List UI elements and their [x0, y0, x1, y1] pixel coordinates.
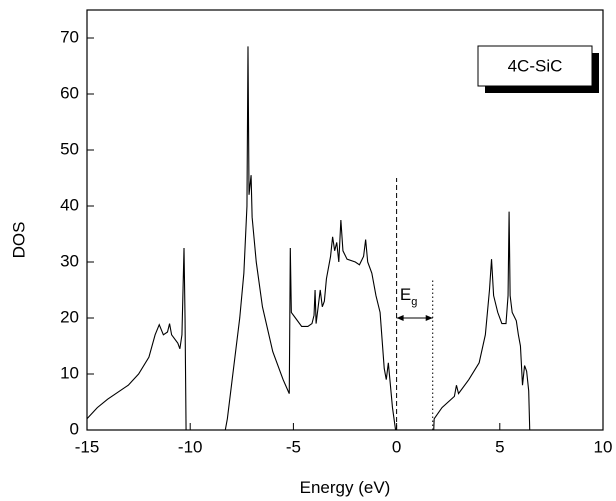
gap-label-sub: g: [411, 296, 417, 308]
y-tick-label: 40: [60, 195, 79, 214]
y-tick-label: 50: [60, 139, 79, 158]
plot-frame: [86, 9, 604, 431]
y-tick-label: 10: [60, 363, 79, 382]
arrow-head: [396, 315, 404, 321]
gap-label: Eg: [400, 285, 417, 308]
y-tick-label: 70: [60, 27, 79, 46]
gap-label-main: E: [400, 285, 411, 304]
x-tick-label: 0: [392, 437, 401, 456]
x-tick-label: -5: [286, 437, 301, 456]
x-axis-label: Energy (eV): [300, 478, 391, 497]
x-tick-label: -10: [178, 437, 203, 456]
x-tick-label: 10: [594, 437, 613, 456]
compound-label: 4C-SiC: [508, 56, 563, 75]
arrow-head: [425, 315, 433, 321]
y-tick-label: 30: [60, 251, 79, 270]
y-axis-label: DOS: [9, 222, 28, 259]
y-tick-label: 0: [70, 419, 79, 438]
label-box: [477, 45, 593, 87]
y-tick-label: 20: [60, 307, 79, 326]
dos-line: [86, 46, 531, 431]
y-tick-label: 60: [60, 83, 79, 102]
x-tick-label: 5: [495, 437, 504, 456]
x-tick-label: -15: [75, 437, 100, 456]
